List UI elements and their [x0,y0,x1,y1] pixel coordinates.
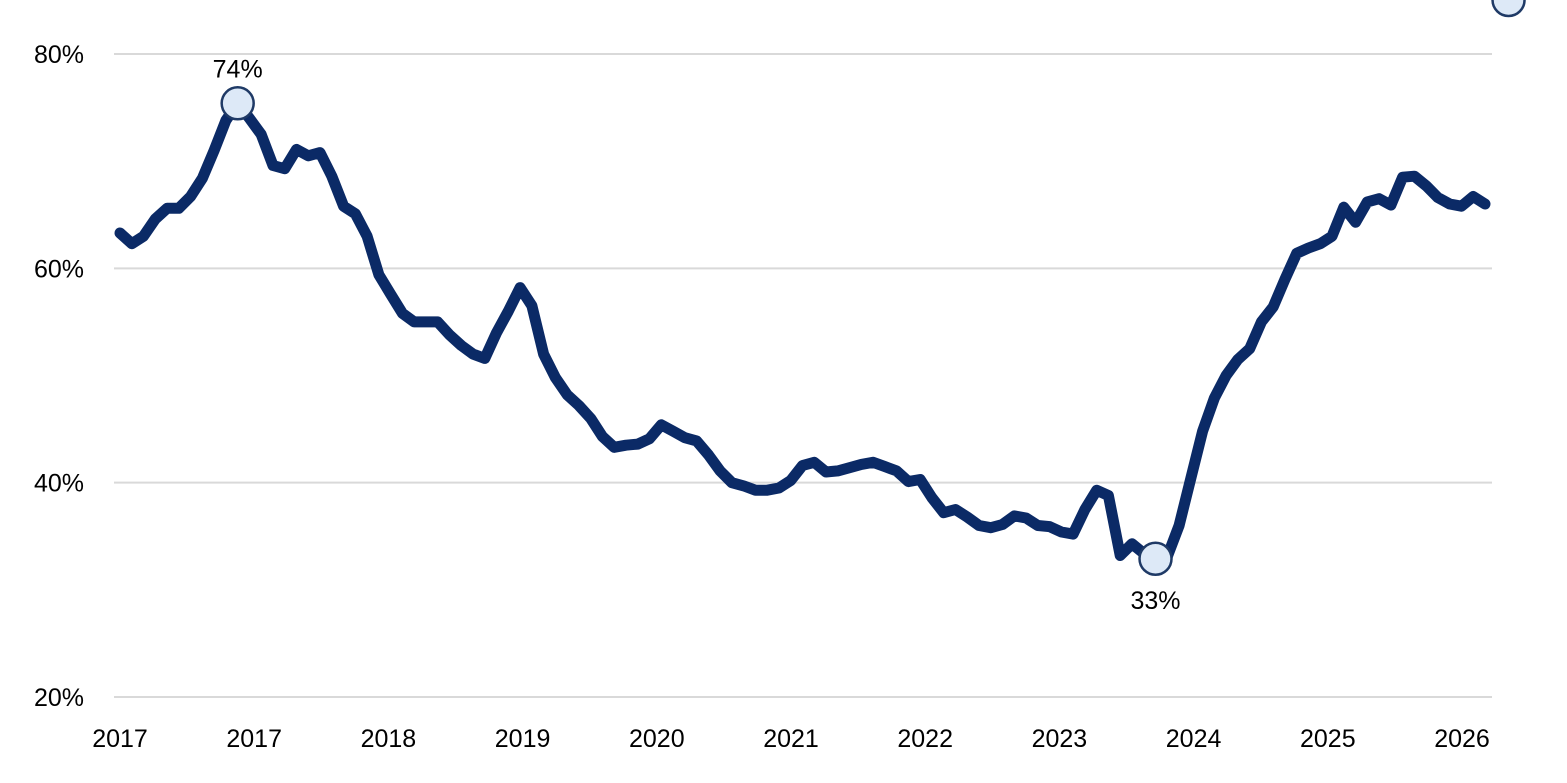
y-tick-label: 80% [34,41,84,69]
y-tick-label: 20% [34,684,84,712]
x-tick-label: 2023 [1032,725,1088,753]
y-tick-label: 40% [34,470,84,498]
data-label: 66% [1484,0,1534,6]
series-line-group [114,97,1491,565]
x-tick-label: 2017 [226,725,282,753]
data-label: 74% [213,55,263,83]
data-point-marker [1138,541,1173,577]
x-tick-label: 2021 [763,725,819,753]
x-tick-label: 2025 [1300,725,1356,753]
y-axis-tick-labels: 80% 60% 40% 20% [34,41,84,712]
x-tick-label: 2018 [361,725,417,753]
series-line [114,97,1491,565]
x-tick-label: 2017 [92,725,148,753]
x-tick-label: 2020 [629,725,685,753]
x-tick-label: 2026 [1434,725,1490,753]
x-tick-label: 2019 [495,725,551,753]
y-tick-label: 60% [34,255,84,283]
data-point-marker [1491,0,1526,18]
data-labels: 74% 33% 66% [213,0,1534,615]
x-tick-label: 2022 [897,725,953,753]
data-point-marker [220,86,255,121]
x-tick-label: 2024 [1166,725,1222,753]
x-axis-tick-labels: 2017 2017 2018 2019 2020 2021 2022 2023 2024 2025… [92,725,1490,753]
annotation-markers [220,0,1526,577]
data-label: 33% [1130,587,1180,615]
gridlines [114,53,1492,698]
